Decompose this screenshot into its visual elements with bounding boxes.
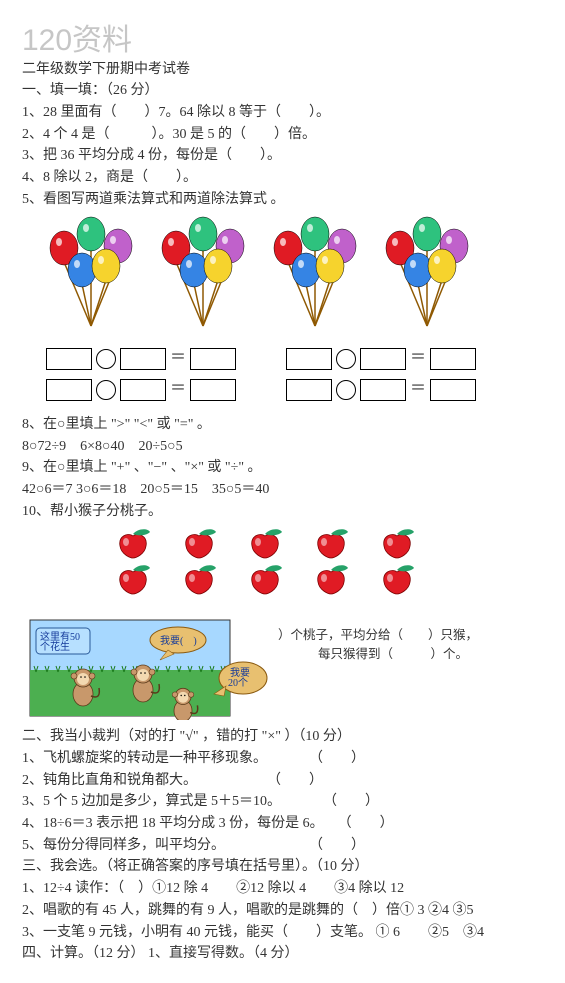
page-title: 二年级数学下册期中考试卷 <box>22 59 543 81</box>
blank-box <box>360 348 406 370</box>
section-4: 四、计算。（12 分） 1、直接写得数。（4 分） <box>22 943 543 965</box>
s2-2: 2、钝角比直角和锐角都大。 （ ） <box>22 770 543 792</box>
s3-3: 3、一支笔 9 元钱，小明有 40 元钱，能买（ ）支笔。 ① 6 ②5 ③4 <box>22 922 543 944</box>
balloon-bunch-2 <box>158 216 248 336</box>
s2-5: 5、每份分得同样多，叫平均分。 （ ） <box>22 835 543 857</box>
balloon-bunch-4 <box>382 216 472 336</box>
peach-icon <box>112 526 154 560</box>
balloon-bunch-3 <box>270 216 360 336</box>
blank-circle <box>96 380 116 400</box>
q4: 4、8 除以 2，商是（ ）。 <box>22 167 543 189</box>
equals-sign: ＝ <box>170 346 186 371</box>
monkey-scene: 这里有50个花生我要( )我要20个 ）个桃子，平均分给（ ）只猴， 每只猴得到… <box>28 600 543 720</box>
blank-box <box>430 348 476 370</box>
equals-sign: ＝ <box>410 377 426 402</box>
blank-box <box>190 348 236 370</box>
peach-icon <box>178 562 220 596</box>
blank-box <box>190 379 236 401</box>
blank-circle <box>336 349 356 369</box>
svg-text:我要( ): 我要( ) <box>160 635 197 647</box>
eq-cell: ＝ <box>286 377 476 402</box>
blank-box <box>46 348 92 370</box>
blank-box <box>120 348 166 370</box>
balloons-row <box>46 216 543 336</box>
section-3-heading: 三、我会选。（将正确答案的序号填在括号里）。（10 分） <box>22 856 543 878</box>
peach-row-2 <box>112 562 543 596</box>
balloon-bunch-1 <box>46 216 136 336</box>
blank-box <box>430 379 476 401</box>
equals-sign: ＝ <box>170 377 186 402</box>
eq-cell: ＝ <box>46 377 236 402</box>
peach-icon <box>178 526 220 560</box>
q3: 3、把 36 平均分成 4 份，每份是（ ）。 <box>22 145 543 167</box>
q1: 1、28 里面有（ ）7。64 除以 8 等于（ ）。 <box>22 102 543 124</box>
scene-line-1: ）个桃子，平均分给（ ）只猴， <box>278 626 478 645</box>
peach-icon <box>112 562 154 596</box>
blank-circle <box>96 349 116 369</box>
section-1-heading: 一、填一填：（26 分） <box>22 80 543 102</box>
blank-box <box>120 379 166 401</box>
q9: 9、在○里填上 "+" 、"−" 、"×" 或 "÷" 。 <box>22 457 543 479</box>
blank-box <box>46 379 92 401</box>
peach-icon <box>244 562 286 596</box>
eq-cell: ＝ <box>286 346 476 371</box>
peach-icon <box>244 526 286 560</box>
peach-icon <box>376 562 418 596</box>
q5: 5、看图写两道乘法算式和两道除法算式 。 <box>22 189 543 211</box>
scene-fill-text: ）个桃子，平均分给（ ）只猴， 每只猴得到（ ）个。 <box>278 626 478 664</box>
blank-box <box>360 379 406 401</box>
q8: 8、在○里填上 ">" "<" 或 "=" 。 <box>22 414 543 436</box>
peach-icon <box>310 562 352 596</box>
svg-text:20个: 20个 <box>228 677 248 689</box>
monkey-scene-svg: 这里有50个花生我要( )我要20个 <box>28 600 278 720</box>
s2-1: 1、飞机螺旋桨的转动是一种平移现象。 （ ） <box>22 748 543 770</box>
scene-line-2: 每只猴得到（ ）个。 <box>318 645 478 664</box>
s3-1: 1、12÷4 读作：（ ）①12 除 4 ②12 除以 4 ③4 除以 12 <box>22 878 543 900</box>
peach-icon <box>376 526 418 560</box>
q8-items: 8○72÷9 6×8○40 20÷5○5 <box>22 436 543 458</box>
blank-box <box>286 348 332 370</box>
s3-2: 2、唱歌的有 45 人，跳舞的有 9 人，唱歌的是跳舞的（ ）倍① 3 ②4 ③… <box>22 900 543 922</box>
svg-text:个花生: 个花生 <box>40 640 70 653</box>
blank-box <box>286 379 332 401</box>
blank-circle <box>336 380 356 400</box>
equals-sign: ＝ <box>410 346 426 371</box>
s2-4: 4、18÷6＝3 表示把 18 平均分成 3 份，每份是 6。 （ ） <box>22 813 543 835</box>
peach-row-1 <box>112 526 543 560</box>
s2-3: 3、5 个 5 边加是多少，算式是 5＋5＝10。 （ ） <box>22 791 543 813</box>
section-2-heading: 二、我当小裁判（对的打 "√" ，错的打 "×" ）（10 分） <box>22 726 543 748</box>
q2: 2、4 个 4 是（ ）。30 是 5 的（ ）倍。 <box>22 124 543 146</box>
q10: 10、帮小猴子分桃子。 <box>22 501 543 523</box>
eq-cell: ＝ <box>46 346 236 371</box>
q9-items: 42○6＝7 3○6＝18 20○5＝15 35○5＝40 <box>22 479 543 501</box>
peach-icon <box>310 526 352 560</box>
equation-boxes: ＝ ＝ ＝ ＝ <box>46 346 543 402</box>
